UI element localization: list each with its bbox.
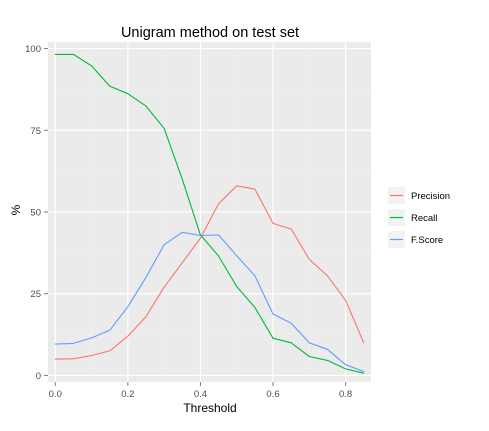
y-tick-label: 75 bbox=[30, 126, 41, 137]
x-tick-label: 0.0 bbox=[49, 389, 62, 400]
x-tick-label: 0.2 bbox=[121, 389, 134, 400]
series-line-precision bbox=[54, 185, 365, 360]
x-axis-label: Threshold bbox=[183, 401, 236, 415]
x-tick-label: 0.4 bbox=[194, 389, 207, 400]
legend-label: Precision bbox=[411, 191, 450, 202]
legend-label: Recall bbox=[411, 213, 437, 224]
legend-label: F.Score bbox=[411, 235, 443, 246]
y-tick-label: 0 bbox=[36, 371, 41, 382]
x-tick-label: 0.8 bbox=[339, 389, 352, 400]
x-axis-ticks: 0.0 0.2 0.4 0.6 0.8 bbox=[49, 382, 352, 400]
plot-panel bbox=[48, 42, 371, 382]
x-tick-label: 0.6 bbox=[266, 389, 279, 400]
y-tick-label: 25 bbox=[30, 289, 41, 300]
chart-title: Unigram method on test set bbox=[121, 25, 299, 41]
series-lines bbox=[54, 53, 365, 374]
y-tick-label: 100 bbox=[25, 44, 41, 55]
series-line-recall bbox=[54, 53, 365, 374]
y-axis-label: % bbox=[9, 204, 23, 215]
series-line-f-score bbox=[54, 231, 365, 373]
y-axis-ticks: 0 25 50 75 100 bbox=[25, 44, 48, 382]
y-tick-label: 50 bbox=[30, 208, 41, 219]
legend: Precision Recall F.Score bbox=[388, 187, 450, 248]
